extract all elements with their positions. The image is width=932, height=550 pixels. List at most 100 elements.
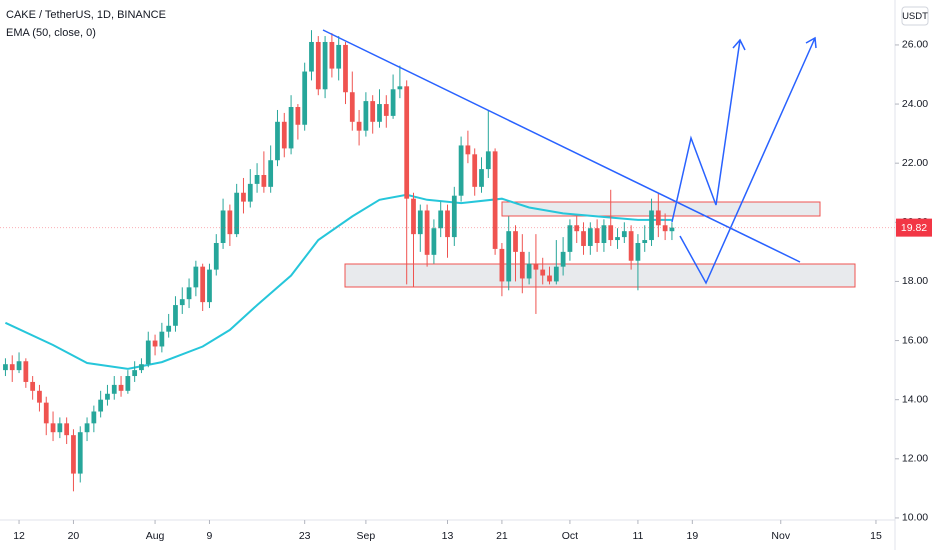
candle-body <box>635 243 641 261</box>
candle-body <box>390 89 396 116</box>
candle-body <box>349 92 355 122</box>
x-tick-label: 15 <box>870 530 882 542</box>
last-price-label: 19.82 <box>901 222 927 234</box>
candle-body <box>329 41 335 69</box>
candle-body <box>302 71 308 125</box>
y-tick-label: 26.00 <box>902 39 928 51</box>
candle-body <box>553 266 559 282</box>
candle-body <box>9 364 15 371</box>
candle-body <box>601 225 607 244</box>
candle-body <box>533 263 539 270</box>
support-zone <box>344 263 856 288</box>
candle-body <box>404 86 410 199</box>
drawings-front <box>322 29 817 285</box>
candle-body <box>458 145 464 196</box>
candle-body <box>417 210 423 235</box>
x-tick-label: 13 <box>442 530 454 542</box>
candle-body <box>383 104 389 116</box>
y-tick-label: 10.00 <box>902 512 928 524</box>
candle-body <box>50 423 56 433</box>
candle-body <box>567 225 573 252</box>
candle-body <box>275 121 280 161</box>
candle-body <box>322 41 328 90</box>
last-price-box <box>896 218 932 237</box>
candle-body <box>615 237 620 241</box>
candle-body <box>424 210 430 255</box>
candle-body <box>397 86 403 90</box>
candle-body <box>288 107 294 149</box>
currency-box[interactable] <box>901 6 929 26</box>
candle-body <box>594 228 600 244</box>
candle-body <box>105 393 110 400</box>
trend-line <box>322 29 801 263</box>
candle-body <box>479 169 484 187</box>
x-tick-label: 23 <box>299 530 311 542</box>
arrow-head <box>805 36 817 49</box>
candle-body <box>227 210 233 235</box>
x-tick-label: Aug <box>146 530 165 542</box>
symbol-title: CAKE / TetherUS, 1D, BINANCE <box>6 9 166 21</box>
candle-body <box>159 331 165 347</box>
x-tick-label: 12 <box>13 530 25 542</box>
axes: 10.0012.0014.0016.0018.0020.0022.0024.00… <box>0 39 932 542</box>
candle-body <box>445 210 450 238</box>
x-tick-label: 11 <box>632 530 643 542</box>
candle-body <box>125 376 131 391</box>
drawings <box>344 201 856 288</box>
candle-body <box>621 231 627 238</box>
arrow-head <box>732 38 746 51</box>
candle-body <box>200 266 206 303</box>
candle-body <box>179 299 185 306</box>
candle-body <box>581 231 586 246</box>
candle-body <box>655 210 661 226</box>
candle-body <box>16 361 22 371</box>
candle-body <box>77 432 83 474</box>
candle-body <box>98 399 104 412</box>
candle-body <box>370 101 376 122</box>
candle-body <box>649 210 654 241</box>
candle-body <box>91 411 97 424</box>
candle-body <box>315 41 321 90</box>
x-tick-label: Sep <box>357 530 376 542</box>
candle-body <box>118 384 124 391</box>
candle-body <box>519 251 525 279</box>
candle-body <box>37 390 42 403</box>
candle-body <box>30 381 36 391</box>
candle-body <box>152 340 158 347</box>
y-tick-label: 18.00 <box>902 275 928 287</box>
candle-body <box>132 370 138 377</box>
y-tick-label: 14.00 <box>902 393 928 405</box>
candle-body <box>628 231 634 261</box>
candle-body <box>472 154 478 187</box>
candle-body <box>574 225 580 232</box>
candle-body <box>261 175 267 187</box>
projection-arrow <box>679 37 816 285</box>
candle-body <box>139 364 144 371</box>
candle-body <box>608 225 614 241</box>
candle-body <box>186 287 192 300</box>
candle-body <box>295 107 301 125</box>
currency-label[interactable]: USDT <box>902 11 928 22</box>
candle-body <box>492 151 498 249</box>
y-tick-label: 22.00 <box>902 157 928 169</box>
candle-body <box>173 305 178 326</box>
candle-body <box>499 248 505 282</box>
candle-body <box>526 263 532 279</box>
candle-body <box>57 423 63 433</box>
candle-body <box>451 195 457 238</box>
candles <box>3 30 675 492</box>
candle-body <box>111 384 117 394</box>
candle-body <box>254 175 260 184</box>
candle-body <box>213 243 219 270</box>
x-tick-label: 20 <box>68 530 80 542</box>
candle-body <box>71 435 76 474</box>
candle-body <box>438 210 444 229</box>
x-tick-label: Oct <box>562 530 578 542</box>
candle-body <box>193 266 199 288</box>
candle-body <box>3 364 8 371</box>
candle-body <box>241 192 246 202</box>
candle-body <box>642 240 648 244</box>
